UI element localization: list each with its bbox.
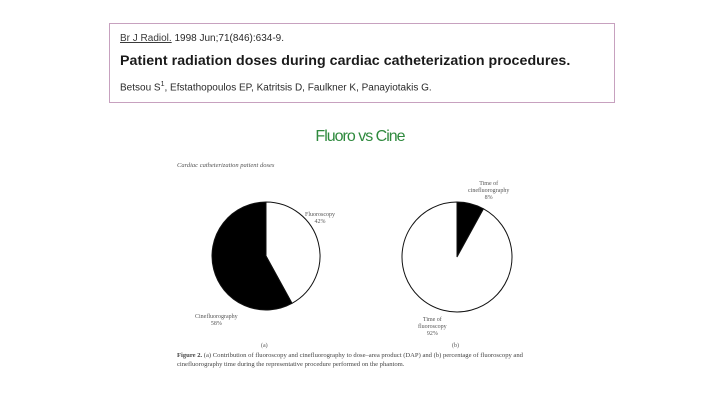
citation-source: Br J Radiol. 1998 Jun;71(846):634-9. xyxy=(120,33,284,44)
first-author-affiliation: 1 xyxy=(160,81,165,88)
pie-a-slice-cinefluorography xyxy=(211,201,293,311)
citation-details: 1998 Jun;71(846):634-9. xyxy=(171,33,284,44)
pie-a-slice-fluoroscopy xyxy=(265,201,321,305)
pie-a-cine-name: Cinefluorography xyxy=(195,314,238,320)
pie-b-slice-time-of-fluoroscopy xyxy=(401,201,513,313)
figure-caption: Figure 2. (a) Contribution of fluoroscop… xyxy=(177,352,547,369)
pie-b-fluoro-time-name-2: fluoroscopy xyxy=(418,323,447,330)
pie-b-label-fluoro-time: Time of fluoroscopy 92% xyxy=(418,317,447,338)
pie-a-panel-label: (a) xyxy=(261,343,268,349)
pie-b-label-cine-time: Time of cinefluorography 8% xyxy=(468,181,509,202)
pie-b-fluoro-time-name: Time of xyxy=(422,317,442,323)
figure-header: Cardiac catheterization patient doses xyxy=(177,162,275,169)
pie-b-panel-label: (b) xyxy=(452,343,459,349)
paper-title: Patient radiation doses during cardiac c… xyxy=(120,53,571,69)
caption-figure-number: Figure 2. xyxy=(177,352,203,359)
pie-chart-b xyxy=(401,201,513,313)
pie-a-label-fluoroscopy: Fluoroscopy 42% xyxy=(305,212,335,226)
pie-b-fluoro-time-pct: 92% xyxy=(426,330,438,337)
caption-text: (a) Contribution of fluoroscopy and cine… xyxy=(177,352,523,368)
pie-a-cine-pct: 58% xyxy=(210,320,222,327)
citation-box: Br J Radiol. 1998 Jun;71(846):634-9. Pat… xyxy=(109,23,615,103)
pie-b-cine-time-pct: 8% xyxy=(484,194,493,201)
authors: Betsou S1, Efstathopoulos EP, Katritsis … xyxy=(120,81,432,93)
other-authors: , Efstathopoulos EP, Katritsis D, Faulkn… xyxy=(164,82,432,94)
pie-a-fluoroscopy-name: Fluoroscopy xyxy=(305,212,335,218)
journal-link[interactable]: Br J Radiol. xyxy=(120,33,172,44)
slide-title: Fluoro vs Cine xyxy=(315,128,405,145)
pie-a-fluoroscopy-pct: 42% xyxy=(314,218,326,225)
first-author: Betsou S xyxy=(120,82,161,94)
pie-chart-a xyxy=(211,201,321,311)
pie-b-cine-time-name: Time of xyxy=(479,181,499,187)
pie-a-label-cine: Cinefluorography 58% xyxy=(195,314,238,328)
pie-b-cine-time-name-2: cinefluorography xyxy=(468,187,510,194)
